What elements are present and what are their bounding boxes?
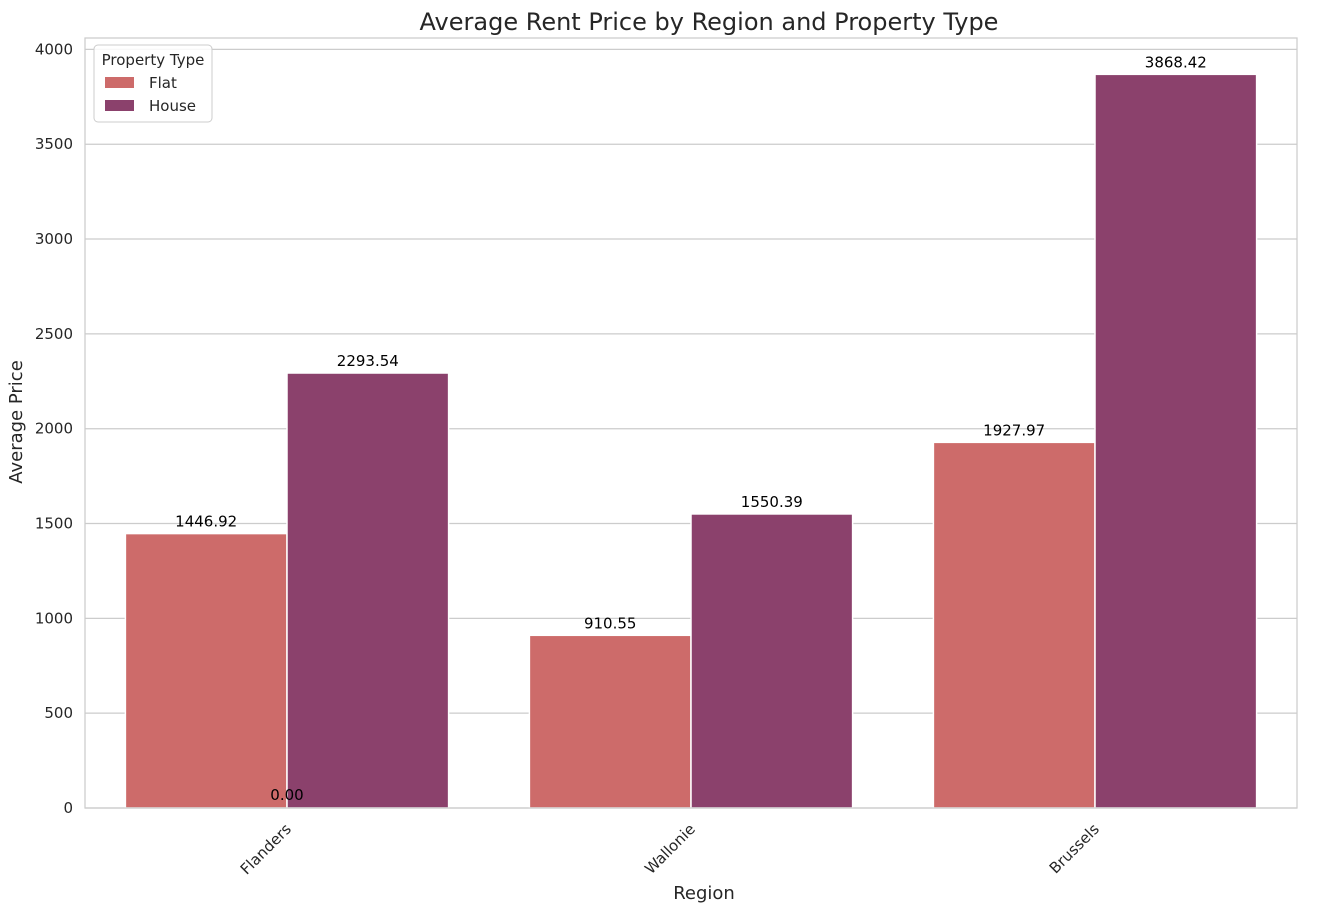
y-tick-label: 1000 [35, 609, 73, 627]
x-tick-label: Brussels [1046, 820, 1103, 877]
y-tick-label: 2000 [35, 420, 73, 438]
x-tick-label: Wallonie [641, 820, 699, 878]
y-tick-label: 4000 [35, 40, 73, 58]
legend: Property Type Flat House [93, 44, 213, 123]
legend-title: Property Type [102, 51, 205, 69]
data-label-flat-brussels: 1927.97 [983, 421, 1045, 439]
bar-flat-brussels [932, 441, 1096, 809]
y-tick-label: 1500 [35, 515, 73, 533]
bar-flat-flanders [124, 532, 288, 809]
data-label-flat-wallonie: 910.55 [584, 614, 637, 632]
y-axis-ticks: 0 500 1000 1500 2000 2500 3000 3500 4000 [35, 40, 73, 817]
y-tick-label: 3500 [35, 135, 73, 153]
data-labels: 1446.92 2293.54 910.55 1550.39 1927.97 3868.4… [175, 53, 1207, 804]
chart-title: Average Rent Price by Region and Propert… [420, 8, 999, 36]
y-axis-label: Average Price [6, 360, 27, 484]
bar-house-wallonie [690, 513, 854, 809]
plot-frame [84, 37, 1298, 809]
data-label-house-wallonie: 1550.39 [741, 493, 803, 511]
data-label-flat-flanders: 1446.92 [175, 513, 237, 531]
data-label-zero-annotation: 0.00 [270, 786, 303, 804]
y-tick-label: 500 [44, 704, 73, 722]
bar-house-flanders [286, 372, 450, 809]
y-tick-label: 0 [63, 799, 73, 817]
legend-label-flat: Flat [149, 74, 177, 92]
x-axis-label: Region [673, 883, 735, 904]
legend-swatch-house [105, 100, 134, 111]
legend-swatch-flat [105, 77, 134, 88]
legend-label-house: House [149, 97, 196, 115]
y-tick-label: 2500 [35, 325, 73, 343]
data-label-house-flanders: 2293.54 [337, 352, 399, 370]
bar-house-brussels [1094, 73, 1258, 809]
bar-flat-wallonie [528, 634, 692, 809]
data-label-house-brussels: 3868.42 [1145, 53, 1207, 71]
y-tick-label: 3000 [35, 230, 73, 248]
bars [124, 73, 1258, 809]
x-tick-label: Flanders [237, 820, 295, 878]
x-axis-ticks: Flanders Wallonie Brussels [237, 820, 1103, 878]
